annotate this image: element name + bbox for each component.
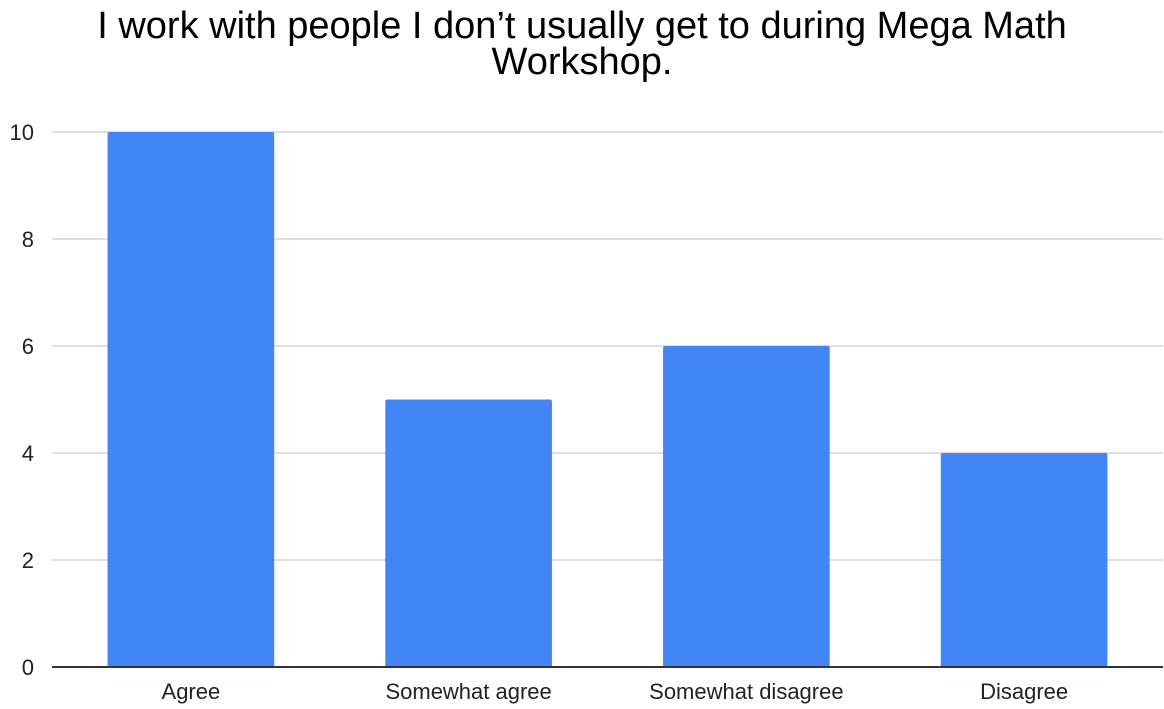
x-category-label: Somewhat agree xyxy=(385,679,551,704)
y-tick-label: 8 xyxy=(22,227,34,252)
chart-title-line-2: Workshop. xyxy=(491,41,673,83)
x-category-label: Somewhat disagree xyxy=(649,679,843,704)
chart-title: I work with people I don’t usually get t… xyxy=(0,5,1164,83)
y-tick-label: 6 xyxy=(22,334,34,359)
y-tick-label: 4 xyxy=(22,441,34,466)
bar xyxy=(940,453,1108,667)
x-category-label: Agree xyxy=(162,679,221,704)
bar xyxy=(385,399,552,667)
chart-title-line-1: I work with people I don’t usually get t… xyxy=(97,5,1067,47)
bar xyxy=(107,132,275,667)
y-tick-label: 0 xyxy=(22,655,34,680)
y-tick-label: 2 xyxy=(22,548,34,573)
x-category-label: Disagree xyxy=(980,679,1068,704)
y-tick-label: 10 xyxy=(10,120,34,145)
bar xyxy=(663,346,830,667)
